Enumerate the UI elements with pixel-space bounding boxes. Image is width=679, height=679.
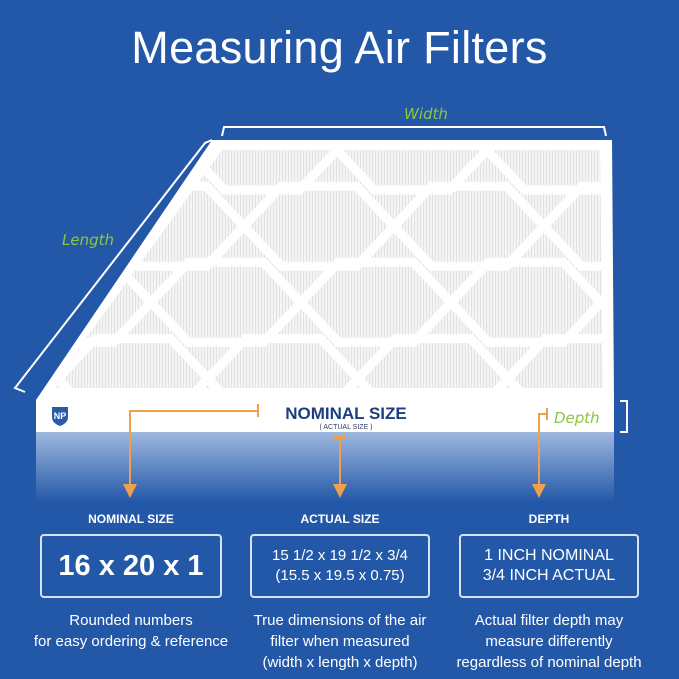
column-heading: DEPTH: [528, 512, 570, 526]
support-cell: [580, 34, 679, 114]
depth-arrow: [538, 413, 547, 488]
support-cell: [537, 181, 603, 271]
length-bracket: [13, 139, 213, 393]
column-heading: ACTUAL SIZE: [300, 512, 380, 526]
support-cell: [50, 150, 194, 195]
value-line: 1 INCH NOMINAL: [484, 547, 614, 564]
support-cell: [501, 334, 603, 388]
desc-line: True dimensions of the air: [253, 612, 427, 629]
filter-media: [0, 34, 679, 419]
value-box: 1 INCH NOMINAL 3/4 INCH ACTUAL: [459, 534, 639, 598]
support-cell: [480, 150, 603, 195]
depth-column: DEPTH 1 INCH NOMINAL 3/4 INCH ACTUAL Act…: [449, 512, 649, 673]
value-box: 16 x 20 x 1: [40, 534, 222, 598]
support-cell: [130, 34, 280, 114]
support-cell: [0, 34, 130, 114]
column-description: Actual filter depth may measure differen…: [449, 610, 649, 673]
brand-logo-icon: NP: [52, 407, 68, 426]
support-cell: [330, 150, 494, 195]
column-description: True dimensions of the air filter when m…: [240, 610, 440, 673]
width-label: Width: [404, 105, 448, 123]
page-title: Measuring Air Filters: [131, 22, 548, 73]
support-cell: [637, 110, 679, 190]
width-bracket: [221, 126, 607, 137]
value-line: 15 1/2 x 19 1/2 x 3/4: [272, 547, 408, 564]
filter-front-face: [36, 400, 614, 432]
value-line: (15.5 x 19.5 x 0.75): [275, 567, 405, 584]
desc-line: measure differently: [485, 633, 613, 650]
nominal-column: NOMINAL SIZE 16 x 20 x 1 Rounded numbers…: [31, 512, 231, 652]
band-actual: ( ACTUAL SIZE ): [319, 424, 373, 431]
length-label: Length: [62, 231, 115, 249]
desc-line: for easy ordering & reference: [33, 633, 229, 650]
desc-line: regardless of nominal depth: [456, 654, 642, 671]
desc-line: Actual filter depth may: [474, 612, 624, 629]
value-line: 16 x 20 x 1: [58, 549, 204, 582]
support-cell: [280, 34, 430, 114]
band-nominal: NOMINAL SIZE: [285, 404, 407, 423]
desc-line: filter when measured: [270, 633, 410, 650]
column-description: Rounded numbers for easy ordering & refe…: [31, 610, 231, 652]
value-line: 3/4 INCH ACTUAL: [482, 567, 616, 584]
value-box: 15 1/2 x 19 1/2 x 3/4 (15.5 x 19.5 x 0.7…: [250, 534, 430, 598]
support-cell: [180, 150, 344, 195]
band-label: NOMINAL SIZE ( ACTUAL SIZE ): [266, 404, 426, 431]
support-cell: [0, 110, 37, 190]
svg-text:NP: NP: [54, 411, 67, 421]
depth-label: Depth: [554, 409, 600, 427]
support-cell: [658, 339, 679, 419]
support-cell: [430, 34, 580, 114]
actual-column: ACTUAL SIZE 15 1/2 x 19 1/2 x 3/4 (15.5 …: [240, 512, 440, 673]
desc-line: (width x length x depth): [262, 654, 418, 671]
support-cell: [0, 262, 1, 342]
desc-line: Rounded numbers: [69, 612, 193, 629]
support-cell: [50, 181, 101, 271]
depth-bracket: [620, 400, 628, 433]
column-heading: NOMINAL SIZE: [88, 512, 174, 526]
